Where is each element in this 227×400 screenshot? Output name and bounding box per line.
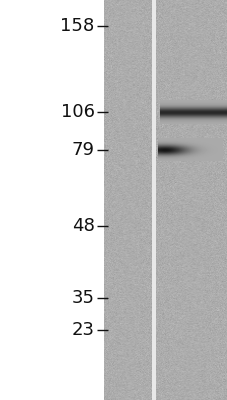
Bar: [152, 0, 156, 400]
Text: 158: 158: [60, 17, 94, 35]
Text: 35: 35: [71, 289, 94, 307]
Text: 23: 23: [71, 321, 94, 339]
Text: 79: 79: [71, 141, 94, 159]
Text: 106: 106: [60, 103, 94, 121]
Text: 48: 48: [72, 217, 94, 235]
